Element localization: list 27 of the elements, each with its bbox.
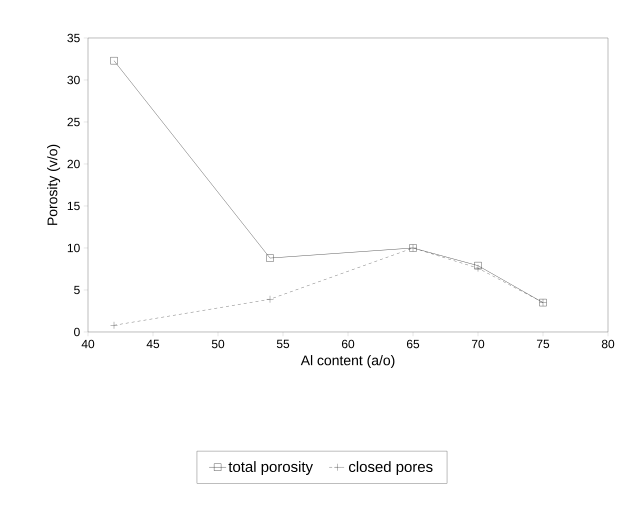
- point: [110, 56, 118, 64]
- y-tick-label: 5: [74, 286, 80, 294]
- y-tick-label: 35: [67, 34, 80, 42]
- x-tick-label: 40: [82, 340, 94, 348]
- x-tick-label: 80: [602, 340, 614, 348]
- legend-label: closed pores: [349, 461, 433, 475]
- point: [474, 262, 482, 270]
- point: [266, 254, 274, 262]
- x-tick-label: 70: [472, 340, 484, 348]
- legend-label: total porosity: [228, 461, 313, 475]
- y-axis-title: Porosity (v/o): [47, 144, 60, 225]
- x-tick-label: 75: [536, 340, 550, 348]
- x-tick-label: 55: [276, 340, 290, 348]
- x-tick-label: 50: [212, 340, 224, 348]
- y-tick-label: 20: [68, 160, 80, 168]
- x-tick-label: 60: [342, 340, 354, 348]
- y-tick-label: 25: [68, 118, 80, 126]
- y-tick-label: 15: [68, 202, 80, 210]
- point: [266, 296, 274, 303]
- y-tick-label: 0: [74, 328, 80, 336]
- point: [110, 322, 118, 329]
- x-axis-title: Al content (a/o): [300, 355, 394, 368]
- x-tick-label: 65: [406, 340, 420, 348]
- y-tick-label: 10: [68, 244, 80, 252]
- x-tick-label: 45: [146, 340, 160, 348]
- y-tick-label: 30: [67, 76, 80, 84]
- point: [474, 264, 482, 272]
